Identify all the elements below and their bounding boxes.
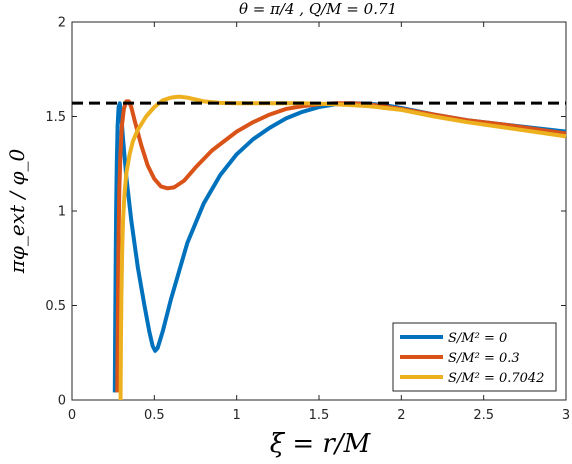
x-tick-label: 0 — [68, 408, 76, 423]
x-tick-label: 1 — [233, 408, 241, 423]
y-tick-label: 1.5 — [45, 110, 66, 125]
x-tick-label: 1.5 — [309, 408, 330, 423]
y-tick-label: 1 — [58, 205, 66, 220]
y-tick-label: 0.5 — [45, 299, 66, 314]
y-tick-label: 0 — [58, 394, 66, 409]
x-tick-label: 2 — [397, 408, 405, 423]
series-line-2 — [118, 94, 567, 401]
y-axis-label: πφ_ext / φ_0 — [5, 148, 29, 274]
legend-label-2: S/M² = 0.7042 — [448, 371, 544, 386]
series-layer — [112, 94, 567, 401]
chart-title: θ = π/4 , Q/M = 0.71 — [239, 0, 397, 18]
y-tick-label: 2 — [58, 16, 66, 31]
legend: S/M² = 0 S/M² = 0.3 S/M² = 0.7042 — [392, 322, 557, 392]
x-axis: 0 0.5 1 1.5 2 2.5 3 — [68, 22, 570, 423]
x-tick-label: 0.5 — [144, 408, 165, 423]
x-tick-label: 3 — [562, 408, 570, 423]
x-tick-label: 2.5 — [473, 408, 494, 423]
legend-label-0: S/M² = 0 — [448, 331, 507, 346]
y-axis: 0 0.5 1 1.5 2 — [45, 16, 566, 409]
x-axis-label: ξ = r/M — [270, 429, 372, 459]
legend-label-1: S/M² = 0.3 — [448, 351, 520, 366]
